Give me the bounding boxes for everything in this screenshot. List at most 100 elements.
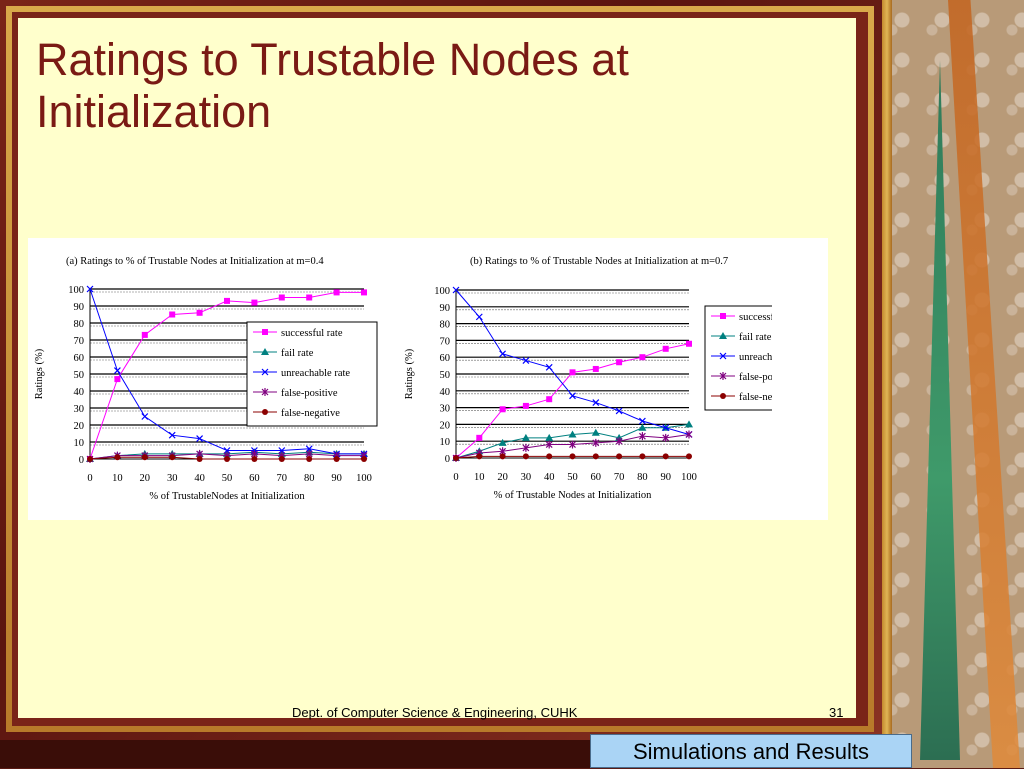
chart-a-svg: (a) Ratings to % of Trustable Nodes at I… xyxy=(34,256,378,502)
chart-a-data-point xyxy=(278,294,285,301)
chart-b-legend-label: unreachable rate xyxy=(739,352,772,363)
chart-a-data-point xyxy=(223,447,231,454)
chart-b-data-point xyxy=(685,430,693,439)
chart-a-ytick-label: 30 xyxy=(74,404,85,415)
chart-b-xtick-label: 70 xyxy=(614,472,625,483)
chart-b-data-point xyxy=(499,406,506,413)
chart-a-legend: successful rate fail rate unreachable rate… xyxy=(246,321,378,427)
chart-b-data-point xyxy=(592,365,599,372)
chart-b-data-point xyxy=(639,453,646,460)
chart-a-series-2 xyxy=(86,285,368,458)
chart-a-data-point xyxy=(196,435,204,443)
chart-a-xtick-label: 80 xyxy=(304,473,315,484)
chart-b-data-point xyxy=(452,286,460,294)
chart-b-data-point xyxy=(616,453,623,460)
chart-b-xtick-label: 10 xyxy=(474,472,485,483)
chart-b-y-axis-label: Ratings (%) xyxy=(404,348,415,399)
chart-b-data-point xyxy=(522,402,529,409)
chart-b-xtick-label: 20 xyxy=(497,472,508,483)
chart-a-ytick-label: 60 xyxy=(74,353,85,364)
chart-b-xtick-label: 50 xyxy=(567,472,578,483)
chart-a-data-point xyxy=(169,454,176,461)
chart-a-ytick-label: 70 xyxy=(74,336,85,347)
chart-a-xtick-label: 0 xyxy=(87,473,92,484)
chart-b-svg: (b) Ratings to % of Trustable Nodes at I… xyxy=(404,256,772,501)
chart-a-legend-marker xyxy=(261,388,269,396)
chart-b-data-point xyxy=(499,453,506,460)
chart-b-data-point xyxy=(569,369,576,376)
chart-a-data-point xyxy=(141,413,149,420)
chart-b-data-point xyxy=(545,433,554,441)
chart-a-data-point xyxy=(113,367,121,375)
chart-a-ytick-label: 90 xyxy=(74,302,85,313)
chart-a-data-point xyxy=(306,294,313,301)
chart-b-data-point xyxy=(615,437,623,446)
chart-a-ytick-label: 50 xyxy=(74,370,85,381)
chart-a-data-point xyxy=(87,456,93,462)
chart-b-data-point xyxy=(639,354,646,361)
chart-b-ytick-label: 80 xyxy=(440,320,451,331)
chart-a-legend-marker xyxy=(261,368,269,376)
chart-b-data-point xyxy=(521,433,530,441)
chart-b-legend-marker xyxy=(719,332,727,339)
chart-b-legend-marker xyxy=(720,313,726,319)
chart-a-ytick-label: 0 xyxy=(79,455,84,466)
chart-b-data-point xyxy=(686,453,692,460)
chart-b-legend-label: successful rate xyxy=(739,312,772,323)
chart-a-xtick-label: 90 xyxy=(331,473,342,484)
chart-a-data-point xyxy=(141,331,148,338)
chart-a-legend-label: fail rate xyxy=(281,348,314,359)
chart-b-data-point xyxy=(662,453,669,460)
chart-a-xtick-label: 100 xyxy=(356,473,372,484)
chart-b-data-point xyxy=(592,438,600,447)
chart-b-series-4 xyxy=(453,453,692,461)
chart-a-data-point xyxy=(86,285,94,293)
chart-a-ytick-label: 40 xyxy=(74,387,85,398)
chart-b-data-point xyxy=(522,357,530,364)
chart-b-data-point xyxy=(662,345,669,352)
chart-b-xtick-label: 60 xyxy=(591,472,602,483)
chart-b-legend: successful rate fail rate unreachable rate… xyxy=(704,305,772,411)
chart-b-ytick-label: 70 xyxy=(440,336,451,347)
chart-b-ytick-label: 0 xyxy=(445,454,450,465)
chart-b-data-point xyxy=(685,420,693,428)
chart-a-legend-label: unreachable rate xyxy=(281,368,350,379)
chart-a-data-point xyxy=(278,456,285,462)
chart-b-xtick-label: 90 xyxy=(660,472,671,483)
chart-b-ytick-label: 10 xyxy=(440,437,451,448)
chart-a-ytick-label: 10 xyxy=(74,438,85,449)
chart-b-xtick-label: 0 xyxy=(453,472,458,483)
chart-b-data-point xyxy=(616,359,623,366)
chart-a-data-point xyxy=(224,456,230,462)
chart-b-ytick-label: 100 xyxy=(434,286,450,297)
chart-b-legend-box xyxy=(704,305,772,411)
chart-a-data-point xyxy=(169,311,176,318)
chart-a-legend-marker xyxy=(261,348,269,355)
chart-b-data-point xyxy=(638,423,647,431)
chart-a-xtick-label: 30 xyxy=(167,473,178,484)
chart-a-legend-marker xyxy=(262,329,268,335)
chart-b-xtick-label: 80 xyxy=(637,472,648,483)
chart-b-title: (b) Ratings to % of Trustable Nodes at I… xyxy=(470,256,728,267)
chart-a-data-point xyxy=(141,454,148,461)
chart-a-data-point xyxy=(114,454,121,461)
chart-b-xtick-label: 100 xyxy=(681,472,697,483)
chart-b-series-3 xyxy=(452,430,693,462)
chart-b-data-point xyxy=(498,438,507,446)
chart-a-data-point xyxy=(251,456,258,462)
page-number: 31 xyxy=(829,705,844,720)
chart-b-data-point xyxy=(569,453,576,460)
chart-b-ytick-label: 20 xyxy=(440,420,451,431)
chart-a-xtick-label: 50 xyxy=(222,473,233,484)
chart-a-y-axis-label: Ratings (%) xyxy=(34,348,45,399)
chart-a-data-point xyxy=(224,297,230,304)
chart-a-x-axis-label: % of TrustableNodes at Initialization xyxy=(149,491,305,502)
chart-b-legend-marker xyxy=(719,372,727,380)
chart-b-data-point xyxy=(522,443,530,452)
chart-b-data-point xyxy=(545,440,553,449)
decorative-gold-stripe xyxy=(882,0,892,768)
chart-a: (a) Ratings to % of Trustable Nodes at I… xyxy=(28,238,400,520)
chart-a-data-point xyxy=(196,456,203,462)
chart-a-data-point xyxy=(278,447,286,454)
section-label[interactable]: Simulations and Results xyxy=(590,734,912,768)
